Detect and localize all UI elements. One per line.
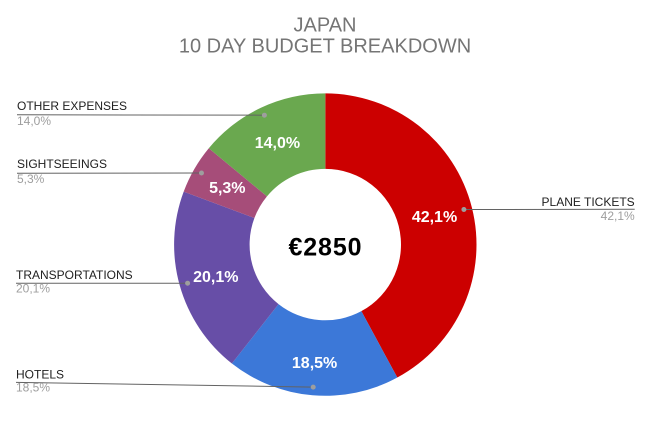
svg-text:42,1%: 42,1% <box>601 209 635 223</box>
svg-text:PLANE TICKETS: PLANE TICKETS <box>542 195 635 209</box>
svg-text:SIGHTSEEINGS: SIGHTSEEINGS <box>17 157 107 171</box>
svg-text:HOTELS: HOTELS <box>16 367 64 381</box>
svg-text:5,3%: 5,3% <box>17 172 45 186</box>
svg-text:JAPAN: JAPAN <box>294 14 357 36</box>
svg-text:18,5%: 18,5% <box>16 381 50 395</box>
svg-text:5,3%: 5,3% <box>209 180 245 197</box>
svg-text:€2850: €2850 <box>289 233 362 261</box>
svg-text:18,5%: 18,5% <box>292 355 337 372</box>
svg-text:14,0%: 14,0% <box>17 114 51 128</box>
svg-text:42,1%: 42,1% <box>412 209 457 226</box>
svg-text:TRANSPORTATIONS: TRANSPORTATIONS <box>16 268 133 282</box>
svg-text:20,1%: 20,1% <box>16 282 50 296</box>
svg-text:10 DAY BUDGET BREAKDOWN: 10 DAY BUDGET BREAKDOWN <box>179 35 471 57</box>
svg-text:14,0%: 14,0% <box>255 135 300 152</box>
svg-text:OTHER EXPENSES: OTHER EXPENSES <box>17 99 127 113</box>
svg-text:20,1%: 20,1% <box>193 269 238 286</box>
